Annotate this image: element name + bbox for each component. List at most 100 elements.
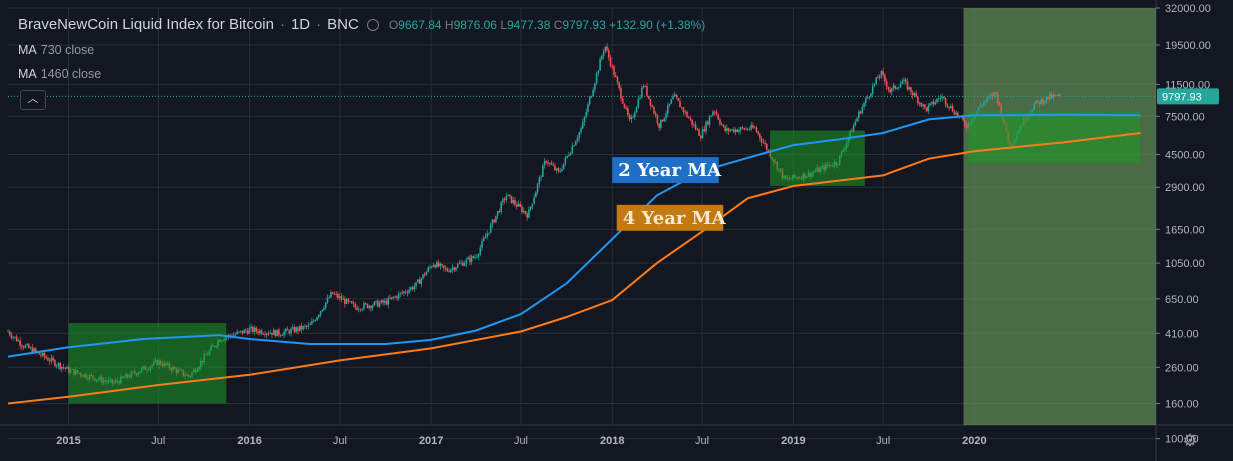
candle-body [415,282,417,287]
x-tick-label: 2016 [237,435,261,447]
candle-body [989,94,992,97]
candle-body [727,128,730,132]
candle-body [993,92,996,97]
candle-body [462,262,464,266]
candle-body [66,366,68,369]
candle-body [878,75,881,79]
candle-body [613,66,615,76]
candle-body [356,307,358,310]
candle-body [47,358,49,361]
candle-body [884,74,886,82]
candle-body [637,98,640,108]
candle-body [429,266,431,268]
y-tick-label: 1050.00 [1165,258,1205,270]
settings-gear-icon[interactable]: ⚙ [1182,431,1198,450]
candle-body [397,293,400,299]
candle-body [668,103,671,106]
candle-body [951,106,954,112]
highlight-box-3 [968,111,1141,164]
candle-body [918,102,921,104]
candle-body [444,267,447,269]
candle-body [653,106,655,114]
candle-body [331,292,334,294]
candle-body [383,300,386,303]
candle-body [491,219,494,225]
interval-label[interactable]: 1D [290,16,311,33]
candle-body [588,97,591,105]
symbol-title[interactable]: BraveNewCoin Liquid Index for Bitcoin [18,16,274,33]
candle-body [717,114,719,120]
candle-body [663,118,666,122]
candle-body [250,326,252,329]
candle-body [767,149,770,151]
candle-body [675,94,678,99]
candle-body [927,105,930,112]
candle-body [406,292,409,294]
candle-body [703,129,706,132]
collapse-chevron-icon[interactable]: ︿ [20,90,46,110]
candle-body [948,106,950,108]
candle-body [359,309,362,311]
candle-body [55,365,58,367]
candle-body [981,105,983,106]
candle-body [904,79,907,82]
candle-body [373,301,376,306]
indicator-ma730[interactable]: MA 730 close [18,43,95,57]
candle-body [262,333,265,335]
candle-body [569,152,572,156]
candle-body [253,327,256,332]
candle-body [489,224,492,233]
candle-body [627,108,629,116]
candle-body [1036,100,1039,102]
indicator-ma1460[interactable]: MA 1460 close [18,67,102,81]
candle-body [375,300,377,302]
candle-body [1040,99,1042,105]
y-tick-label: 100.00 [1165,434,1199,446]
candle-body [443,265,445,268]
candle-body [574,141,577,146]
candle-body [243,329,245,334]
candle-body [441,263,443,266]
candle-body [576,137,579,142]
candle-body [616,77,619,83]
candle-body [903,79,905,82]
candle-body [24,345,27,348]
candle-body [484,236,487,239]
candle-body [377,300,379,307]
candle-body [43,353,46,357]
candle-body [887,86,890,90]
candle-body [340,296,343,300]
candle-body [705,121,707,132]
candle-body [991,94,994,97]
candle-body [882,70,884,75]
candle-body [555,168,558,171]
candle-body [29,347,32,349]
candle-body [274,330,277,337]
y-tick-label: 160.00 [1165,399,1199,411]
candle-body [922,104,924,107]
candle-body [590,96,593,98]
candle-body [436,262,438,268]
candle-body [564,157,567,164]
candle-body [472,256,475,258]
candle-body [661,119,664,122]
candle-body [293,327,296,333]
candle-body [50,357,53,362]
candle-body [528,209,530,218]
candle-body [229,335,232,336]
candle-body [894,85,897,89]
x-tick-label: Jul [333,435,347,447]
candle-body [495,215,497,223]
candle-body [995,92,997,94]
candle-body [899,83,902,88]
candle-body [635,107,638,113]
candle-body [660,119,662,129]
candle-body [920,102,923,107]
candle-body [642,86,645,88]
candle-body [734,129,737,133]
candle-body [246,330,249,334]
candle-body [422,274,424,279]
candle-body [996,93,999,104]
